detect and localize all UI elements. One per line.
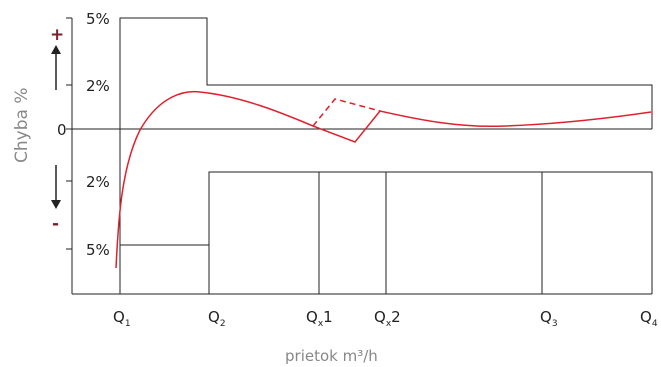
- x-label-qx1: Qx1: [306, 308, 333, 329]
- x-label-q2: Q2: [208, 308, 226, 329]
- y-tick-label-2-pos: 2%: [86, 77, 110, 95]
- x-label-q4: Q4: [640, 308, 658, 329]
- error-curve: [115, 90, 652, 269]
- y-tick-label-2-neg: 2%: [86, 173, 110, 191]
- plus-sign: +: [50, 25, 64, 45]
- error-curve-dashed: [312, 98, 381, 127]
- x-label-q3: Q3: [540, 308, 558, 329]
- x-label-qx2: Qx2: [374, 308, 401, 329]
- y-tick-label-5-pos: 5%: [86, 10, 110, 28]
- y-axis-title: Chyba %: [12, 88, 32, 163]
- upper-tolerance-envelope: [119, 17, 653, 294]
- x-axis-label: prietok m³/h: [285, 347, 378, 365]
- y-tick-label-0: 0: [57, 121, 67, 139]
- minus-sign: -: [52, 214, 59, 234]
- arrow-up-icon: [51, 45, 61, 54]
- arrow-down-icon: [51, 200, 61, 209]
- y-tick-label-5-neg: 5%: [86, 241, 110, 259]
- x-label-q1: Q1: [113, 308, 131, 329]
